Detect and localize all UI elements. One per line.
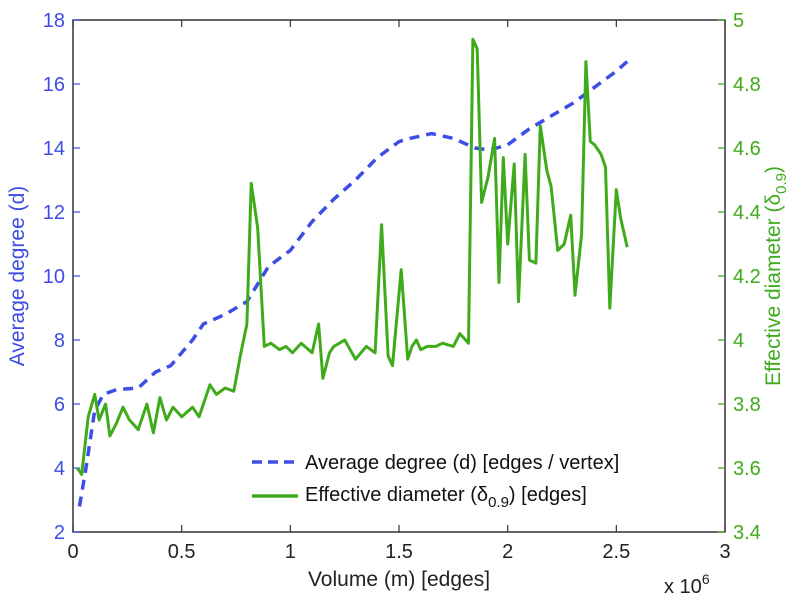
left-tick-label: 6 xyxy=(54,394,65,416)
x-tick-label: 1 xyxy=(285,541,296,563)
right-axis-title-sub: 0.9 xyxy=(773,173,790,194)
right-tick-label: 3.6 xyxy=(733,458,761,480)
x-axis-multiplier-base: x 10 xyxy=(664,576,702,598)
legend-label-effective-diameter-main: Effective diameter (δ xyxy=(305,484,488,506)
right-tick-label: 3.4 xyxy=(733,522,761,544)
left-tick-label: 14 xyxy=(43,138,65,160)
legend-label-effective-diameter-end: ) [edges] xyxy=(509,484,587,506)
series-line-effective-diameter xyxy=(76,37,629,476)
right-tick-label: 4.4 xyxy=(733,202,761,224)
x-tick-label: 1.5 xyxy=(385,541,413,563)
x-axis-title: Volume (m) [edges] xyxy=(308,568,490,591)
right-tick-label: 3.8 xyxy=(733,394,761,416)
left-axis-title: Average degree (d) xyxy=(6,186,29,367)
legend-label-effective-diameter-sub: 0.9 xyxy=(488,494,509,511)
left-tick-label: 10 xyxy=(43,266,65,288)
left-tick-label: 18 xyxy=(43,10,65,32)
right-tick-label: 4.6 xyxy=(733,138,761,160)
left-tick-label: 2 xyxy=(54,522,65,544)
left-tick-label: 12 xyxy=(43,202,65,224)
x-tick-label: 2.5 xyxy=(602,541,630,563)
left-tick-label: 4 xyxy=(54,458,65,480)
right-tick-label: 5 xyxy=(733,10,744,32)
legend-label-effective-diameter: Effective diameter (δ0.9) [edges] xyxy=(305,484,587,511)
x-tick-label: 0.5 xyxy=(168,541,196,563)
right-axis-title: Effective diameter (δ0.9) xyxy=(762,166,790,386)
x-tick-label: 3 xyxy=(719,541,730,563)
right-axis-title-main: Effective diameter (δ xyxy=(762,194,785,386)
left-tick-label: 16 xyxy=(43,74,65,96)
series-line-average-degree xyxy=(77,60,629,507)
x-axis-multiplier-exp: 6 xyxy=(702,571,710,587)
right-tick-label: 4.2 xyxy=(733,266,761,288)
right-tick-label: 4 xyxy=(733,330,744,352)
right-axis-title-end: ) xyxy=(762,166,785,173)
x-tick-label: 0 xyxy=(67,541,78,563)
x-tick-label: 2 xyxy=(502,541,513,563)
legend-label-average-degree: Average degree (d) [edges / vertex] xyxy=(305,452,619,474)
left-tick-label: 8 xyxy=(54,330,65,352)
x-axis-multiplier: x 106 xyxy=(664,571,710,598)
legend: Average degree (d) [edges / vertex] Effe… xyxy=(252,452,619,511)
right-tick-label: 4.8 xyxy=(733,74,761,96)
